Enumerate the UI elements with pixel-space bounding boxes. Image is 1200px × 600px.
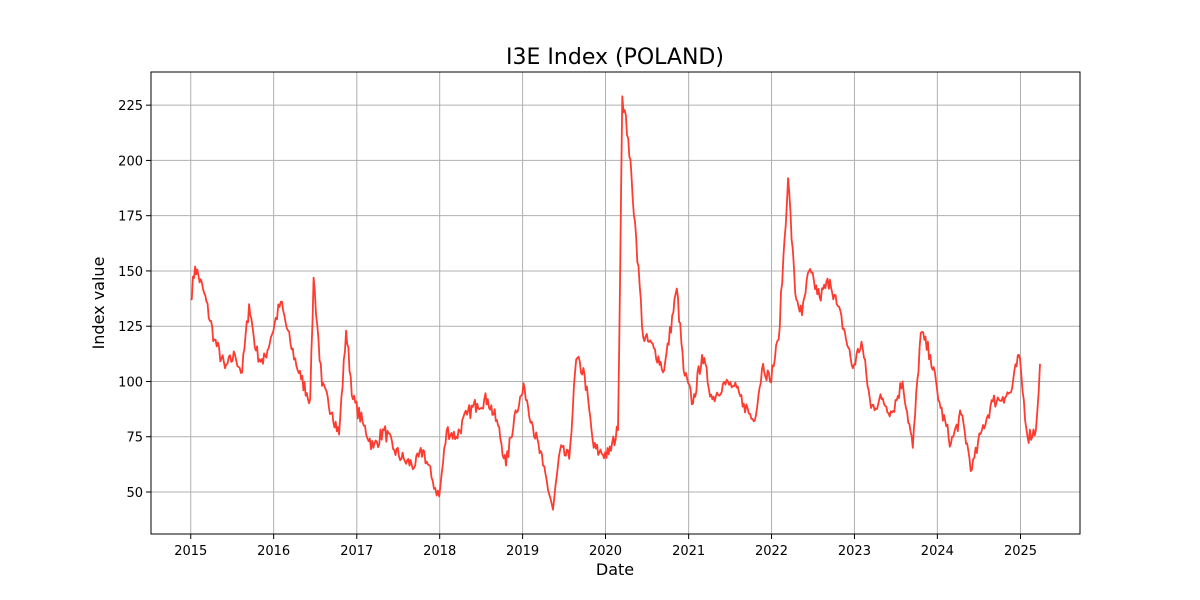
- x-tick-label: 2017: [340, 544, 373, 559]
- series-line: [190, 95, 1041, 511]
- x-tick-label: 2024: [921, 544, 954, 559]
- gridlines: [151, 72, 1080, 534]
- y-tick-label: 175: [118, 210, 143, 225]
- y-axis-label: Index value: [89, 257, 108, 350]
- x-axis-ticks: 2015 2016 2017 2018 2019 2020 2021 2022 2023 2024…: [174, 534, 1037, 559]
- y-tick-label: 150: [118, 265, 143, 280]
- x-tick-label: 2020: [589, 544, 622, 559]
- x-tick-label: 2022: [755, 544, 788, 559]
- x-tick-label: 2021: [672, 544, 705, 559]
- y-tick-label: 50: [126, 486, 143, 501]
- chart-title: I3E Index (POLAND): [506, 45, 724, 70]
- x-tick-label: 2025: [1004, 544, 1037, 559]
- x-tick-label: 2023: [838, 544, 871, 559]
- x-tick-label: 2019: [506, 544, 539, 559]
- x-tick-label: 2015: [174, 544, 207, 559]
- y-tick-label: 100: [118, 375, 143, 390]
- x-tick-label: 2018: [423, 544, 456, 559]
- y-tick-label: 125: [118, 320, 143, 335]
- x-axis-label: Date: [596, 560, 634, 579]
- y-tick-label: 225: [118, 99, 143, 114]
- x-tick-label: 2016: [257, 544, 290, 559]
- y-tick-label: 200: [118, 154, 143, 169]
- y-tick-label: 75: [126, 431, 143, 446]
- plot-frame: [150, 71, 1081, 535]
- y-axis-ticks: 50 75 100 125 150 175 200 225: [118, 99, 151, 501]
